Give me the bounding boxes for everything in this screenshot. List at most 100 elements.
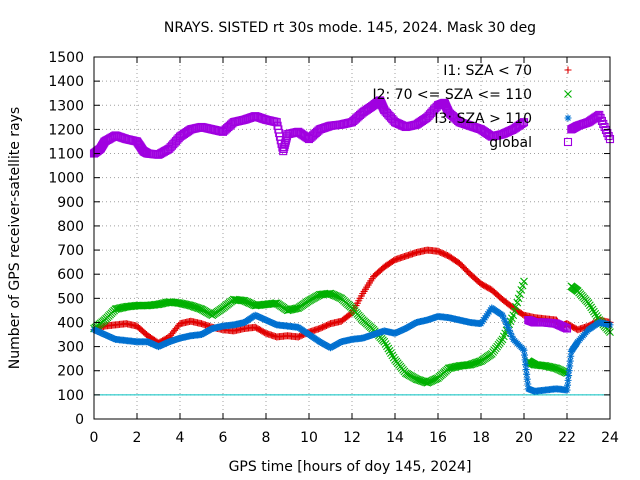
data-point (562, 324, 572, 333)
y-tick-label: 500 (57, 291, 84, 307)
data-point (519, 118, 529, 127)
data-point (520, 277, 528, 286)
data-point (560, 323, 569, 332)
y-axis-label: Number of GPS receiver-satellite rays (7, 107, 23, 369)
y-tick-label: 1200 (48, 122, 84, 138)
y-tick-label: 600 (57, 267, 84, 283)
x-tick-label: 12 (343, 430, 361, 446)
data-point (523, 375, 531, 383)
y-tick-label: 700 (57, 243, 84, 259)
x-tick-label: 22 (558, 430, 576, 446)
data-point (564, 376, 572, 384)
data-point (380, 337, 389, 346)
legend-marker (564, 114, 572, 122)
data-point (505, 326, 513, 334)
x-tick-label: 16 (429, 430, 447, 446)
data-point (521, 351, 529, 359)
data-point (384, 344, 393, 353)
series-4-points (89, 96, 615, 333)
data-point (387, 349, 395, 357)
data-point (499, 311, 506, 319)
plot-area (89, 96, 615, 395)
data-point (291, 304, 300, 313)
data-point (512, 302, 520, 311)
legend-label: I3: SZA > 110 (434, 111, 532, 127)
data-point (522, 366, 530, 374)
data-point (508, 332, 516, 340)
data-point (381, 340, 390, 348)
data-point (563, 386, 571, 394)
data-point (523, 370, 531, 378)
data-point (383, 342, 391, 351)
x-tick-label: 8 (262, 430, 271, 446)
legend-marker (564, 66, 572, 74)
data-point (514, 294, 523, 303)
data-point (518, 119, 527, 128)
data-point (510, 307, 519, 315)
data-point (517, 119, 526, 129)
data-point (564, 381, 572, 389)
y-tick-label: 100 (57, 388, 84, 404)
y-axis-ticks: 0 100 200 300 400 500 600 700 800 900 1000 1100 1200… (48, 50, 610, 428)
legend-marker (563, 137, 573, 147)
data-point (509, 311, 518, 320)
chart-title: NRAYS. SISTED rt 30s mode. 145, 2024. Ma… (164, 20, 536, 36)
data-point (389, 353, 398, 362)
data-point (517, 285, 526, 294)
data-point (567, 352, 575, 360)
x-tick-label: 20 (515, 430, 533, 446)
y-tick-label: 900 (57, 195, 84, 211)
y-tick-label: 400 (57, 315, 84, 331)
x-tick-label: 6 (219, 430, 228, 446)
data-point (522, 361, 530, 369)
x-axis-label: GPS time [hours of doy 145, 2024] (229, 459, 472, 475)
legend-label: I1: SZA < 70 (443, 63, 532, 79)
x-tick-label: 10 (300, 430, 318, 446)
y-tick-label: 800 (57, 219, 84, 235)
data-point (566, 357, 574, 365)
data-point (561, 323, 570, 332)
x-axis-ticks: 0 2 4 6 8 10 12 14 16 18 20 22 24 (90, 57, 619, 446)
x-tick-label: 18 (472, 430, 490, 446)
data-point (474, 358, 483, 366)
data-point (516, 290, 524, 298)
y-tick-label: 1000 (48, 171, 84, 187)
y-tick-label: 1400 (48, 74, 84, 90)
data-point (504, 323, 512, 331)
data-point (194, 304, 203, 313)
x-tick-label: 24 (601, 430, 619, 446)
data-point (520, 346, 528, 354)
data-point (551, 364, 559, 372)
legend-marker (564, 90, 572, 98)
legend-label: global (489, 135, 532, 151)
data-point (565, 367, 573, 375)
data-point (565, 372, 573, 380)
data-point (518, 281, 527, 290)
y-tick-label: 1500 (48, 50, 84, 66)
y-tick-label: 1100 (48, 147, 84, 163)
data-point (524, 380, 532, 388)
data-point (503, 320, 511, 328)
y-tick-label: 300 (57, 340, 84, 356)
data-point (507, 329, 515, 337)
x-tick-label: 4 (176, 430, 185, 446)
data-point (500, 314, 508, 322)
data-point (271, 299, 280, 308)
data-point (388, 351, 397, 360)
y-tick-label: 1300 (48, 98, 84, 114)
legend: I1: SZA < 70 I2: 70 <= SZA <= 110 I3: SZA … (372, 63, 573, 151)
series-3-points (90, 304, 614, 395)
y-tick-label: 200 (57, 364, 84, 380)
x-tick-label: 2 (133, 430, 142, 446)
legend-label: I2: 70 <= SZA <= 110 (372, 87, 532, 103)
y-tick-label: 0 (75, 412, 84, 428)
data-point (385, 346, 394, 355)
data-point (521, 356, 529, 364)
data-point (501, 317, 509, 325)
x-tick-label: 0 (90, 430, 99, 446)
x-tick-label: 14 (386, 430, 404, 446)
data-point (566, 362, 574, 370)
data-point (513, 298, 522, 307)
